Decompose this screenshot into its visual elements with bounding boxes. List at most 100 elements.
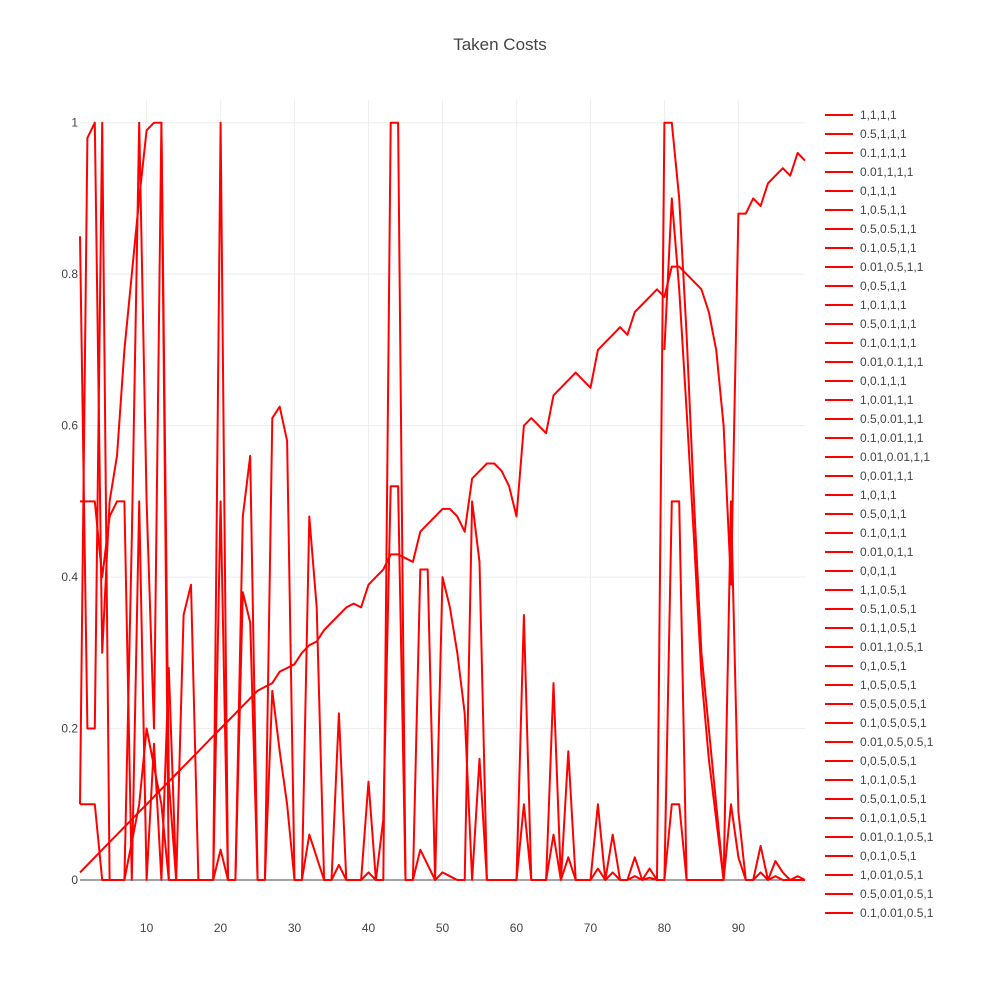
- legend-label: 0.01,1,0.5,1: [860, 640, 924, 654]
- legend-item[interactable]: 0.5,0.5,0.5,1: [825, 697, 927, 711]
- legend-item[interactable]: 1,0.01,0.5,1: [825, 868, 924, 882]
- series-line: [79, 121, 178, 881]
- legend-item[interactable]: 1,1,1,1: [825, 108, 897, 122]
- legend-label: 0.01,0.1,1,1: [860, 355, 924, 369]
- legend-item[interactable]: 0.1,1,1,1: [825, 146, 907, 160]
- legend-item[interactable]: 1,1,0.5,1: [825, 583, 907, 597]
- legend-item[interactable]: 0.5,0.01,1,1: [825, 412, 924, 426]
- series-line: [663, 197, 725, 881]
- legend-label: 0.1,0.1,0.5,1: [860, 811, 927, 825]
- legend-item[interactable]: 1,0.5,0.5,1: [825, 678, 917, 692]
- legend-item[interactable]: 0,0.1,0.5,1: [825, 849, 917, 863]
- x-tick-label: 50: [436, 921, 450, 935]
- legend-item[interactable]: 0.5,0.5,1,1: [825, 222, 917, 236]
- legend-item[interactable]: 0,1,1,1: [825, 184, 897, 198]
- legend-item[interactable]: 0,0,1,1: [825, 564, 897, 578]
- series-lines: [79, 121, 806, 881]
- legend-item[interactable]: 1,0.1,1,1: [825, 298, 907, 312]
- legend-item[interactable]: 0.1,0.1,0.5,1: [825, 811, 927, 825]
- legend-item[interactable]: 0,0.5,1,1: [825, 279, 907, 293]
- y-tick-label: 1: [71, 116, 78, 130]
- x-tick-label: 90: [732, 921, 746, 935]
- legend-item[interactable]: 0.01,0.5,1,1: [825, 260, 924, 274]
- x-tick-label: 80: [658, 921, 672, 935]
- legend-item[interactable]: 0.1,0.5,1,1: [825, 241, 917, 255]
- legend-item[interactable]: 0.01,0,1,1: [825, 545, 914, 559]
- legend-item[interactable]: 0,0.01,1,1: [825, 469, 914, 483]
- legend-item[interactable]: 0.5,0.01,0.5,1: [825, 887, 934, 901]
- legend-item[interactable]: 0.1,1,0.5,1: [825, 621, 917, 635]
- legend-label: 1,0,1,1: [860, 488, 897, 502]
- legend-label: 0.1,1,1,1: [860, 146, 907, 160]
- legend-label: 0.01,1,1,1: [860, 165, 914, 179]
- x-tick-label: 20: [214, 921, 228, 935]
- legend-label: 0.1,0.5,0.5,1: [860, 716, 927, 730]
- legend-label: 0,0,1,1: [860, 564, 897, 578]
- series-line: [494, 803, 805, 881]
- legend-item[interactable]: 0.5,0,1,1: [825, 507, 907, 521]
- legend-label: 1,0.1,1,1: [860, 298, 907, 312]
- legend-label: 0.01,0.1,0.5,1: [860, 830, 934, 844]
- legend-label: 1,0.5,0.5,1: [860, 678, 917, 692]
- legend-item[interactable]: 1,0,1,1: [825, 488, 897, 502]
- x-tick-label: 10: [140, 921, 154, 935]
- legend-item[interactable]: 0.1,0,1,1: [825, 526, 907, 540]
- legend-label: 0,0.1,1,1: [860, 374, 907, 388]
- legend-label: 1,1,0.5,1: [860, 583, 907, 597]
- legend-label: 0,0.01,1,1: [860, 469, 914, 483]
- legend[interactable]: 1,1,1,1 0.5,1,1,1 0.1,1,1,1 0.01,1,1,1 0,1,1…: [825, 108, 934, 920]
- legend-label: 0.5,0.1,0.5,1: [860, 792, 927, 806]
- legend-item[interactable]: 0.01,0.5,0.5,1: [825, 735, 934, 749]
- legend-label: 0.1,0.01,0.5,1: [860, 906, 934, 920]
- x-tick-label: 70: [584, 921, 598, 935]
- legend-item[interactable]: 1,0.1,0.5,1: [825, 773, 917, 787]
- x-tick-label: 40: [362, 921, 376, 935]
- legend-item[interactable]: 0.5,1,0.5,1: [825, 602, 917, 616]
- legend-label: 0.1,0.1,1,1: [860, 336, 917, 350]
- legend-item[interactable]: 0.5,1,1,1: [825, 127, 907, 141]
- axis-tick-labels: 10 20 30 40 50 60 70 80 90 0 0.2 0.4 0.6 0.8 1: [61, 116, 745, 935]
- legend-label: 1,0.01,0.5,1: [860, 868, 924, 882]
- legend-item[interactable]: 0.01,0.01,1,1: [825, 450, 930, 464]
- legend-label: 0,0.1,0.5,1: [860, 849, 917, 863]
- series-line: [212, 454, 488, 881]
- legend-label: 0.5,1,0.5,1: [860, 602, 917, 616]
- legend-item[interactable]: 0.01,0.1,0.5,1: [825, 830, 934, 844]
- legend-label: 0,0.5,0.5,1: [860, 754, 917, 768]
- legend-label: 0,0.5,1,1: [860, 279, 907, 293]
- legend-label: 1,0.5,1,1: [860, 203, 907, 217]
- legend-item[interactable]: 0.1,0.01,0.5,1: [825, 906, 934, 920]
- series-line: [494, 500, 806, 881]
- legend-item[interactable]: 0.1,0.01,1,1: [825, 431, 924, 445]
- legend-item[interactable]: 0.1,0.1,1,1: [825, 336, 917, 350]
- legend-item[interactable]: 0.5,0.1,1,1: [825, 317, 917, 331]
- legend-item[interactable]: 1,0.01,1,1: [825, 393, 914, 407]
- legend-label: 0.01,0.5,1,1: [860, 260, 924, 274]
- series-line: [263, 121, 495, 881]
- legend-label: 0.1,0,1,1: [860, 526, 907, 540]
- legend-item[interactable]: 0.5,0.1,0.5,1: [825, 792, 927, 806]
- y-tick-label: 0.4: [61, 570, 78, 584]
- legend-label: 0,1,1,1: [860, 184, 897, 198]
- legend-label: 0,1,0.5,1: [860, 659, 907, 673]
- legend-item[interactable]: 0,0.1,1,1: [825, 374, 907, 388]
- legend-label: 1,0.1,0.5,1: [860, 773, 917, 787]
- legend-item[interactable]: 0.01,1,0.5,1: [825, 640, 924, 654]
- legend-label: 0.5,1,1,1: [860, 127, 907, 141]
- legend-label: 0.1,0.5,1,1: [860, 241, 917, 255]
- legend-item[interactable]: 0.01,0.1,1,1: [825, 355, 924, 369]
- legend-item[interactable]: 0,1,0.5,1: [825, 659, 907, 673]
- legend-item[interactable]: 0,0.5,0.5,1: [825, 754, 917, 768]
- y-tick-label: 0.6: [61, 419, 78, 433]
- legend-item[interactable]: 1,0.5,1,1: [825, 203, 907, 217]
- legend-item[interactable]: 0.1,0.5,0.5,1: [825, 716, 927, 730]
- legend-label: 0.01,0.5,0.5,1: [860, 735, 934, 749]
- legend-item[interactable]: 0.01,1,1,1: [825, 165, 914, 179]
- x-tick-label: 60: [510, 921, 524, 935]
- legend-label: 0.01,0,1,1: [860, 545, 914, 559]
- legend-label: 0.1,0.01,1,1: [860, 431, 924, 445]
- legend-label: 1,0.01,1,1: [860, 393, 914, 407]
- legend-label: 0.5,0.1,1,1: [860, 317, 917, 331]
- y-tick-label: 0.2: [61, 722, 78, 736]
